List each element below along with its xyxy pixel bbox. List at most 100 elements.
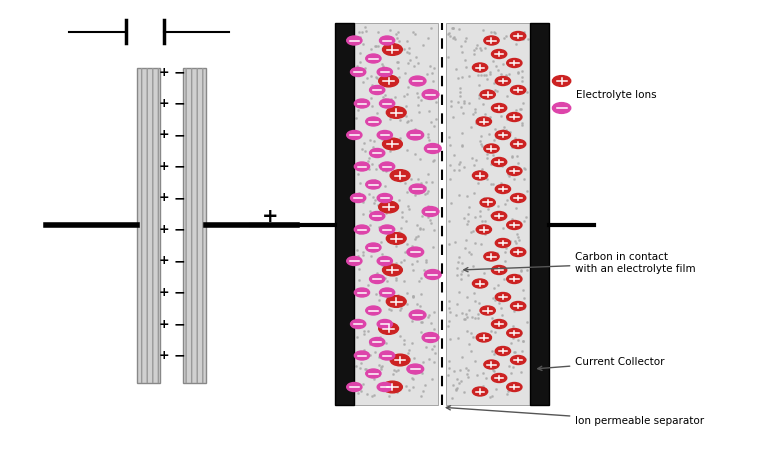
Point [408, 236, 421, 243]
Point [405, 317, 418, 324]
Point [418, 387, 430, 394]
Point [366, 102, 378, 109]
Circle shape [377, 256, 392, 266]
Point [392, 196, 405, 203]
Point [368, 137, 380, 144]
Point [415, 274, 427, 281]
Point [443, 29, 456, 36]
Point [450, 65, 463, 72]
Point [389, 43, 402, 50]
Point [368, 376, 380, 383]
Point [410, 234, 422, 241]
Point [422, 35, 434, 42]
Circle shape [495, 346, 511, 356]
Point [455, 275, 467, 282]
Point [479, 374, 491, 382]
Point [485, 327, 498, 334]
Text: −: − [173, 254, 185, 268]
Point [503, 173, 515, 180]
Point [399, 46, 411, 53]
Point [499, 200, 511, 207]
Circle shape [480, 198, 495, 207]
Point [361, 162, 373, 170]
Point [472, 72, 485, 79]
Point [359, 353, 371, 360]
Circle shape [507, 58, 522, 68]
Point [354, 59, 366, 66]
Text: +: + [158, 223, 169, 236]
Point [459, 315, 471, 322]
Point [373, 161, 385, 168]
Point [451, 301, 463, 308]
Point [403, 49, 415, 56]
Point [373, 201, 385, 208]
Point [353, 265, 365, 272]
Point [457, 315, 469, 323]
Point [475, 166, 488, 173]
Point [379, 274, 391, 282]
Text: +: + [158, 255, 169, 267]
Circle shape [511, 86, 526, 94]
Point [353, 189, 365, 196]
Point [500, 244, 512, 252]
Point [399, 382, 411, 389]
Point [460, 236, 472, 243]
Circle shape [511, 32, 526, 40]
Circle shape [366, 306, 381, 315]
Point [466, 154, 478, 162]
Point [505, 143, 517, 150]
Circle shape [511, 140, 526, 148]
Point [486, 315, 498, 322]
Point [514, 358, 526, 365]
Point [492, 132, 504, 140]
Circle shape [495, 292, 511, 302]
Circle shape [407, 247, 424, 257]
Text: +: + [158, 192, 169, 204]
Point [507, 364, 519, 371]
Point [422, 187, 434, 194]
Point [517, 338, 529, 345]
Point [517, 176, 530, 183]
Point [366, 81, 378, 89]
Point [402, 118, 414, 126]
Point [419, 190, 431, 197]
Point [518, 218, 530, 225]
Point [508, 140, 520, 147]
Circle shape [379, 351, 395, 360]
Point [444, 336, 456, 343]
Point [419, 184, 431, 191]
Point [395, 258, 407, 265]
Point [489, 125, 501, 132]
Point [420, 259, 432, 266]
Point [453, 161, 465, 168]
Point [456, 130, 468, 137]
Point [517, 295, 530, 302]
Point [448, 166, 460, 174]
Point [472, 92, 485, 99]
Point [458, 389, 470, 396]
Point [487, 151, 499, 158]
Point [487, 366, 499, 373]
Circle shape [491, 104, 507, 112]
Circle shape [472, 387, 488, 396]
Point [456, 353, 468, 360]
Circle shape [409, 184, 426, 194]
Point [361, 74, 373, 81]
Point [401, 301, 413, 308]
Point [494, 74, 506, 81]
Point [396, 357, 408, 364]
Point [376, 135, 388, 142]
Point [400, 217, 412, 225]
Text: −: − [173, 285, 185, 300]
Circle shape [507, 382, 522, 392]
Point [516, 68, 528, 75]
Circle shape [424, 144, 441, 153]
Point [360, 227, 372, 234]
Point [355, 162, 367, 169]
Point [393, 178, 405, 185]
Point [422, 88, 434, 95]
Point [396, 213, 408, 220]
Point [453, 166, 465, 173]
Point [394, 230, 406, 237]
Point [371, 75, 383, 82]
